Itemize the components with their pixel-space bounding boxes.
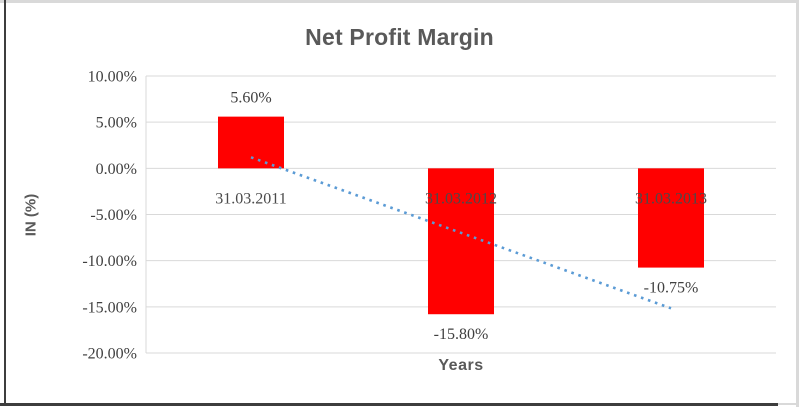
- data-label: -10.75%: [644, 280, 699, 297]
- frame-border-bottom-light: [778, 403, 799, 405]
- y-tick-label: -20.00%: [82, 346, 137, 363]
- data-label: -15.80%: [434, 326, 489, 343]
- y-tick-label: -5.00%: [90, 207, 137, 224]
- category-label: 31.03.2012: [425, 190, 497, 207]
- bar: [638, 168, 704, 268]
- y-tick-label: -15.00%: [82, 299, 137, 316]
- frame-border-right: [796, 0, 799, 407]
- bar: [218, 116, 284, 169]
- data-label: 5.60%: [230, 90, 271, 107]
- x-axis-title: Years: [438, 357, 484, 374]
- y-tick-label: 10.00%: [88, 69, 137, 86]
- y-tick-label: 0.00%: [96, 161, 137, 178]
- frame-border-left: [4, 0, 6, 404]
- frame-border-top: [0, 0, 799, 3]
- y-tick-label: 5.00%: [96, 115, 137, 132]
- category-label: 31.03.2011: [215, 190, 286, 207]
- frame-border-bottom: [0, 403, 778, 406]
- category-label: 31.03.2013: [635, 190, 707, 207]
- chart-title: Net Profit Margin: [305, 24, 494, 50]
- y-tick-label: -10.00%: [82, 253, 137, 270]
- trendline: [250, 156, 672, 310]
